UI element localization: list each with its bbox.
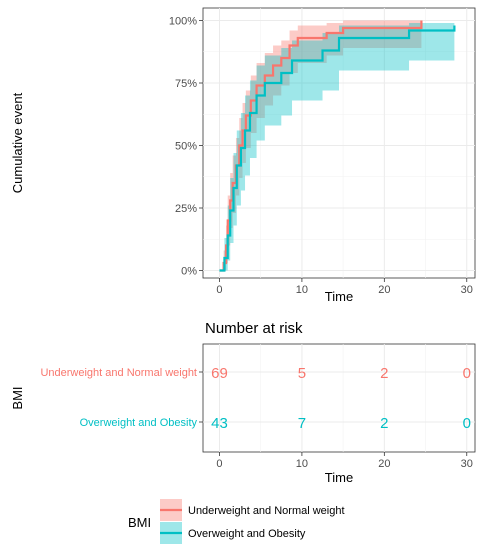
y-axis-title: Cumulative event bbox=[10, 92, 25, 193]
main-plot-panel: 0% 25% 50% 75% 100% 0 10 20 30 Cumulative event… bbox=[10, 7, 476, 304]
risk-count: 2 bbox=[380, 365, 388, 382]
x-tick-label: 30 bbox=[461, 284, 473, 296]
legend: BMI Underweight and Normal weight Overwei… bbox=[128, 499, 345, 544]
risk-group-label: Underweight and Normal weight bbox=[40, 367, 197, 379]
x-axis-title: Time bbox=[325, 289, 353, 304]
y-tick-label: 25% bbox=[175, 203, 197, 215]
risk-group-label: Overweight and Obesity bbox=[80, 417, 198, 429]
risk-count: 5 bbox=[298, 365, 306, 382]
legend-keys: Underweight and Normal weight Overweight … bbox=[160, 499, 345, 544]
risk-table-background bbox=[202, 343, 476, 453]
y-axis-ticks: 0% 25% 50% 75% 100% bbox=[169, 16, 203, 278]
x-axis-ticks: 0 10 20 30 bbox=[216, 278, 473, 296]
legend-title: BMI bbox=[128, 515, 151, 530]
risk-count: 69 bbox=[211, 365, 228, 382]
risk-count: 0 bbox=[463, 365, 471, 382]
risk-table-title: Number at risk bbox=[205, 320, 303, 337]
risk-count: 43 bbox=[211, 415, 228, 432]
y-tick-label: 100% bbox=[169, 16, 197, 28]
y-tick-label: 75% bbox=[175, 78, 197, 90]
y-tick-label: 0% bbox=[181, 266, 197, 278]
risk-table: Number at risk Underweight and Normal we… bbox=[10, 320, 476, 485]
risk-count: 7 bbox=[298, 415, 306, 432]
risk-x-tick-label: 30 bbox=[461, 458, 473, 470]
risk-table-gridlines bbox=[203, 344, 475, 452]
risk-table-rows: Underweight and Normal weight 69 5 2 0 Overwe… bbox=[40, 365, 470, 432]
risk-count: 2 bbox=[380, 415, 388, 432]
risk-count: 0 bbox=[463, 415, 471, 432]
risk-table-x-ticks: 0 10 20 30 bbox=[216, 452, 473, 470]
main-gridlines bbox=[203, 8, 475, 278]
incidence-line-overweight bbox=[219, 25, 456, 272]
risk-x-tick-label: 0 bbox=[216, 458, 222, 470]
x-tick-label: 0 bbox=[216, 284, 222, 296]
legend-label: Overweight and Obesity bbox=[188, 528, 306, 540]
x-tick-label: 10 bbox=[296, 284, 308, 296]
legend-label: Underweight and Normal weight bbox=[188, 505, 345, 517]
risk-table-x-title: Time bbox=[325, 470, 353, 485]
risk-x-tick-label: 20 bbox=[378, 458, 390, 470]
risk-x-tick-label: 10 bbox=[296, 458, 308, 470]
main-plot-background bbox=[202, 7, 476, 279]
risk-table-y-title: BMI bbox=[10, 386, 25, 409]
incidence-lines bbox=[219, 20, 456, 272]
x-tick-label: 20 bbox=[378, 284, 390, 296]
y-tick-label: 50% bbox=[175, 141, 197, 153]
